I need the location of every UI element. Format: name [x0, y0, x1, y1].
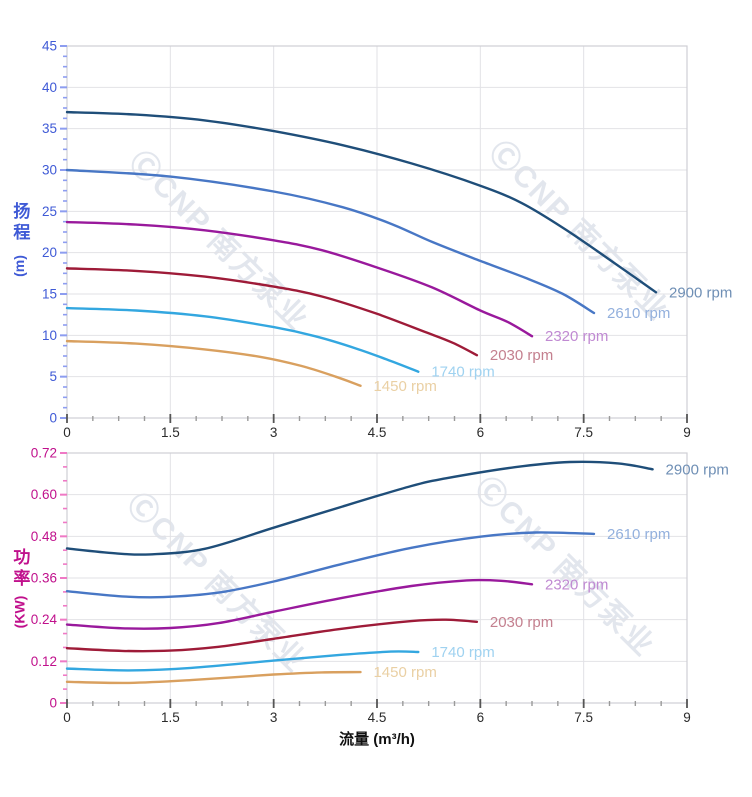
- head-axis-title: 扬程 (m): [6, 202, 32, 277]
- curve-2900-rpm: [65, 110, 658, 294]
- x-tick-label: 4.5: [368, 710, 387, 725]
- x-tick-label: 0: [63, 710, 71, 725]
- cnp-watermark: ⒸCNP 南方泵业: [123, 144, 316, 337]
- curve-2030-rpm: [65, 267, 479, 357]
- y-tick-label: 0: [49, 411, 57, 426]
- y-axis-ticks: 0 0.12 0.24 0.36 0.48 0.60 0.72: [31, 446, 67, 711]
- x-tick-label: 7.5: [574, 710, 593, 725]
- series-label-2610-rpm: 2610 rpm: [607, 305, 670, 322]
- watermark-layer: ⒸCNP 南方泵业 ⒸCNP 南方泵业: [123, 134, 676, 337]
- y-tick-label: 20: [42, 245, 57, 260]
- y-tick-label: 0.12: [31, 654, 57, 669]
- series-label-2030-rpm: 2030 rpm: [490, 614, 553, 631]
- cnp-watermark: ⒸCNP 南方泵业: [483, 134, 676, 327]
- series-label-2030-rpm: 2030 rpm: [490, 347, 553, 364]
- power-axis-title-text: 功率: [10, 548, 30, 590]
- curve-1740-rpm: [65, 306, 420, 373]
- curve-2030-rpm: [65, 618, 479, 653]
- series-label-2320-rpm: 2320 rpm: [545, 576, 608, 593]
- x-tick-label: 1.5: [161, 425, 180, 440]
- flow-axis-title: 流量 (m³/h): [339, 731, 415, 748]
- curve-2610-rpm: [65, 531, 596, 599]
- series-label-1740-rpm: 1740 rpm: [431, 364, 494, 381]
- x-tick-label: 7.5: [574, 425, 593, 440]
- y-tick-label: 30: [42, 163, 57, 178]
- series-label-2900-rpm: 2900 rpm: [669, 284, 732, 301]
- curve-1450-rpm: [65, 339, 362, 387]
- x-tick-label: 3: [270, 710, 278, 725]
- y-tick-label: 0: [49, 696, 57, 711]
- y-tick-label: 40: [42, 80, 57, 95]
- x-tick-label: 4.5: [368, 425, 387, 440]
- series-label-2900-rpm: 2900 rpm: [666, 461, 729, 478]
- curve-2900-rpm: [65, 460, 654, 556]
- y-tick-label: 25: [42, 204, 57, 219]
- series-label-1450-rpm: 1450 rpm: [373, 664, 436, 681]
- y-axis-ticks: 0 5 10 15 20 25 30 35 40 45: [42, 39, 67, 426]
- x-tick-label: 9: [683, 425, 691, 440]
- x-axis-ticks: 0 1.5 3 4.5 6 7.5 9: [63, 414, 691, 440]
- y-tick-label: 0.72: [31, 446, 57, 461]
- y-tick-label: 0.60: [31, 487, 57, 502]
- gridlines: [67, 45, 688, 418]
- series-label-2320-rpm: 2320 rpm: [545, 328, 608, 345]
- y-tick-label: 15: [42, 287, 57, 302]
- y-tick-label: 0.24: [31, 612, 58, 627]
- y-tick-label: 10: [42, 328, 57, 343]
- series-label-1740-rpm: 1740 rpm: [431, 644, 494, 661]
- x-tick-label: 6: [477, 425, 485, 440]
- y-tick-label: 45: [42, 39, 57, 54]
- x-tick-label: 3: [270, 425, 278, 440]
- x-tick-label: 1.5: [161, 710, 180, 725]
- series-label-2610-rpm: 2610 rpm: [607, 526, 670, 543]
- power-axis-unit: (KW): [11, 595, 27, 629]
- power-axis-title: 功率 (KW): [6, 548, 32, 628]
- curve-1740-rpm: [65, 650, 420, 672]
- y-tick-label: 0.36: [31, 571, 57, 586]
- cnp-watermark: ⒸCNP 南方泵业: [469, 470, 662, 663]
- curve-1450-rpm: [65, 670, 362, 685]
- y-tick-label: 5: [49, 369, 57, 384]
- x-axis-ticks: 0 1.5 3 4.5 6 7.5 9: [63, 699, 691, 725]
- x-tick-label: 9: [683, 710, 691, 725]
- head-axis-title-text: 扬程: [10, 202, 30, 244]
- curve-2320-rpm: [65, 220, 534, 338]
- y-tick-label: 35: [42, 121, 57, 136]
- y-tick-label: 0.48: [31, 529, 57, 544]
- head-axis-unit: (m): [11, 255, 27, 277]
- x-tick-label: 0: [63, 425, 71, 440]
- x-tick-label: 6: [477, 710, 485, 725]
- curve-2610-rpm: [65, 168, 596, 315]
- head-flow-chart: ⒸCNP 南方泵业 ⒸCNP 南方泵业 0 5 10 15 20 25 30 35 40 45 0 1.5…: [42, 39, 732, 441]
- curve-2320-rpm: [65, 578, 534, 630]
- series-label-1450-rpm: 1450 rpm: [373, 378, 436, 395]
- power-flow-chart: ⒸCNP 南方泵业 ⒸCNP 南方泵业00.120.240.360.480.600…: [31, 446, 729, 726]
